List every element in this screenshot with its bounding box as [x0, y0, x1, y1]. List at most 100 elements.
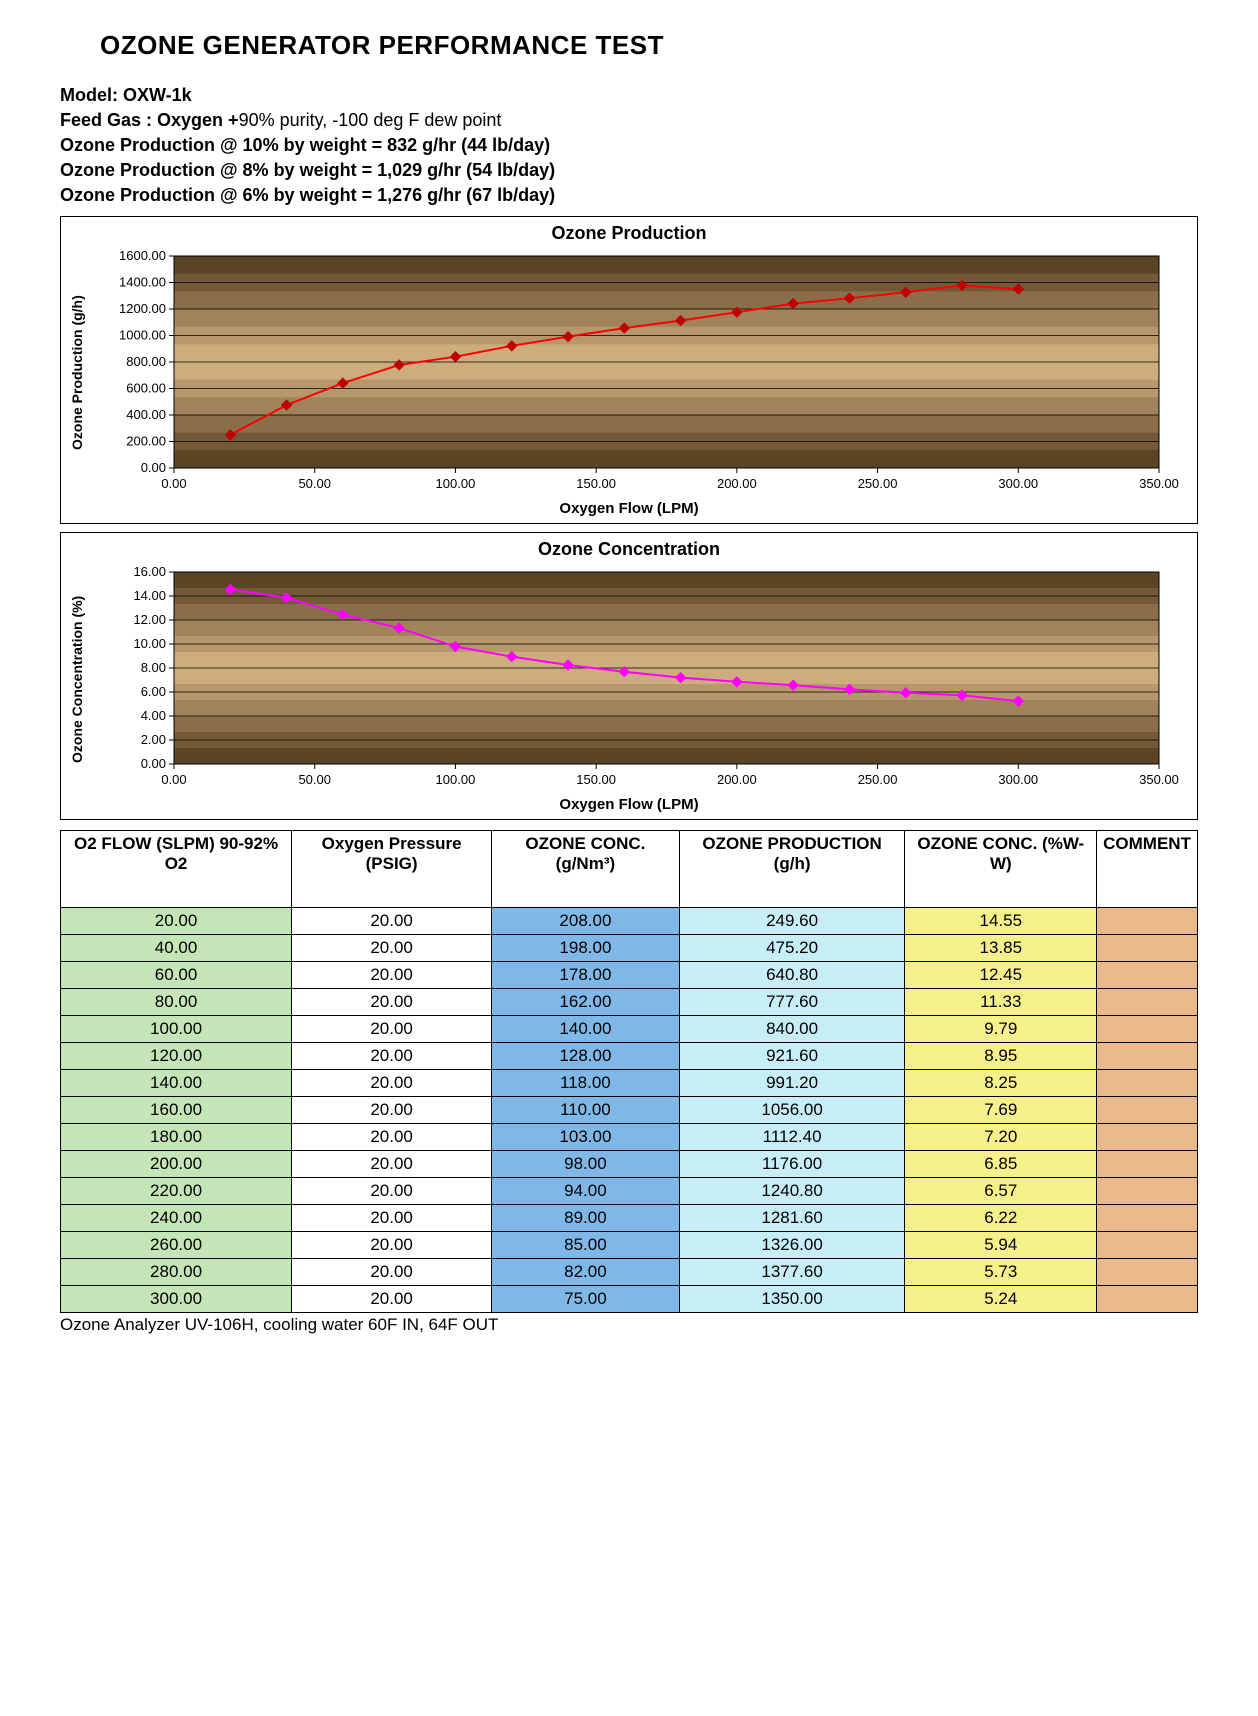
- table-cell: 991.20: [679, 1070, 905, 1097]
- table-cell: [1097, 1205, 1198, 1232]
- svg-text:300.00: 300.00: [998, 476, 1038, 491]
- svg-text:1000.00: 1000.00: [119, 328, 166, 343]
- table-cell: 9.79: [905, 1016, 1097, 1043]
- table-cell: 249.60: [679, 908, 905, 935]
- svg-text:6.00: 6.00: [141, 684, 166, 699]
- svg-text:200.00: 200.00: [126, 434, 166, 449]
- table-cell: 20.00: [292, 1205, 492, 1232]
- table-cell: [1097, 1043, 1198, 1070]
- table-cell: 80.00: [61, 989, 292, 1016]
- table-cell: 98.00: [492, 1151, 680, 1178]
- table-cell: 198.00: [492, 935, 680, 962]
- table-cell: [1097, 1178, 1198, 1205]
- page-title: OZONE GENERATOR PERFORMANCE TEST: [100, 30, 1198, 61]
- table-cell: 300.00: [61, 1286, 292, 1313]
- svg-text:4.00: 4.00: [141, 708, 166, 723]
- table-cell: 100.00: [61, 1016, 292, 1043]
- table-header: OZONE CONC. (g/Nm³): [492, 831, 680, 908]
- table-header: OZONE CONC. (%W-W): [905, 831, 1097, 908]
- table-row: 260.0020.0085.001326.005.94: [61, 1232, 1198, 1259]
- table-cell: [1097, 1016, 1198, 1043]
- table-cell: 208.00: [492, 908, 680, 935]
- table-cell: 777.60: [679, 989, 905, 1016]
- table-cell: 7.20: [905, 1124, 1097, 1151]
- table-cell: [1097, 935, 1198, 962]
- table-cell: 40.00: [61, 935, 292, 962]
- table-cell: 220.00: [61, 1178, 292, 1205]
- table-cell: 60.00: [61, 962, 292, 989]
- table-cell: 5.73: [905, 1259, 1097, 1286]
- table-cell: 20.00: [292, 1124, 492, 1151]
- table-cell: 94.00: [492, 1178, 680, 1205]
- table-row: 280.0020.0082.001377.605.73: [61, 1259, 1198, 1286]
- table-cell: 20.00: [292, 1016, 492, 1043]
- table-cell: [1097, 1124, 1198, 1151]
- table-cell: 1350.00: [679, 1286, 905, 1313]
- table-cell: [1097, 989, 1198, 1016]
- table-cell: 178.00: [492, 962, 680, 989]
- table-cell: 20.00: [292, 1151, 492, 1178]
- feed-value: 90% purity, -100 deg F dew point: [239, 110, 502, 130]
- svg-text:10.00: 10.00: [133, 636, 166, 651]
- table-cell: 120.00: [61, 1043, 292, 1070]
- svg-text:150.00: 150.00: [576, 772, 616, 787]
- table-cell: 20.00: [292, 1286, 492, 1313]
- table-cell: 118.00: [492, 1070, 680, 1097]
- table-row: 80.0020.00162.00777.6011.33: [61, 989, 1198, 1016]
- table-cell: 6.22: [905, 1205, 1097, 1232]
- svg-text:300.00: 300.00: [998, 772, 1038, 787]
- table-cell: 1240.80: [679, 1178, 905, 1205]
- svg-text:1200.00: 1200.00: [119, 301, 166, 316]
- svg-text:150.00: 150.00: [576, 476, 616, 491]
- table-cell: 1056.00: [679, 1097, 905, 1124]
- table-cell: 8.95: [905, 1043, 1097, 1070]
- table-cell: 1176.00: [679, 1151, 905, 1178]
- svg-text:2.00: 2.00: [141, 732, 166, 747]
- table-cell: 280.00: [61, 1259, 292, 1286]
- table-cell: 20.00: [292, 935, 492, 962]
- chart-ozone-concentration: Ozone Concentration Ozone Concentration …: [60, 532, 1198, 820]
- table-cell: 128.00: [492, 1043, 680, 1070]
- table-row: 160.0020.00110.001056.007.69: [61, 1097, 1198, 1124]
- table-row: 140.0020.00118.00991.208.25: [61, 1070, 1198, 1097]
- svg-text:0.00: 0.00: [141, 756, 166, 771]
- svg-text:400.00: 400.00: [126, 407, 166, 422]
- svg-text:0.00: 0.00: [161, 476, 186, 491]
- chart2-title: Ozone Concentration: [67, 539, 1191, 560]
- table-cell: 140.00: [61, 1070, 292, 1097]
- table-cell: 75.00: [492, 1286, 680, 1313]
- svg-text:8.00: 8.00: [141, 660, 166, 675]
- table-cell: 20.00: [292, 1178, 492, 1205]
- chart1-y-label: Ozone Production (g/h): [67, 248, 87, 498]
- chart1-title: Ozone Production: [67, 223, 1191, 244]
- table-cell: [1097, 1151, 1198, 1178]
- table-cell: 1281.60: [679, 1205, 905, 1232]
- table-cell: 840.00: [679, 1016, 905, 1043]
- feed-label: Feed Gas : Oxygen +: [60, 110, 239, 130]
- table-cell: 110.00: [492, 1097, 680, 1124]
- table-cell: 20.00: [292, 989, 492, 1016]
- chart2-svg: 0.002.004.006.008.0010.0012.0014.0016.00…: [87, 564, 1191, 794]
- table-cell: 240.00: [61, 1205, 292, 1232]
- svg-text:200.00: 200.00: [717, 772, 757, 787]
- table-cell: 6.57: [905, 1178, 1097, 1205]
- svg-text:50.00: 50.00: [298, 772, 331, 787]
- table-cell: 20.00: [61, 908, 292, 935]
- table-cell: 200.00: [61, 1151, 292, 1178]
- table-cell: [1097, 962, 1198, 989]
- table-cell: 160.00: [61, 1097, 292, 1124]
- table-cell: [1097, 908, 1198, 935]
- table-cell: [1097, 1232, 1198, 1259]
- model-line: Model: OXW-1k: [60, 85, 1198, 106]
- table-cell: 5.94: [905, 1232, 1097, 1259]
- svg-text:100.00: 100.00: [436, 772, 476, 787]
- svg-text:200.00: 200.00: [717, 476, 757, 491]
- table-cell: 1112.40: [679, 1124, 905, 1151]
- table-cell: 260.00: [61, 1232, 292, 1259]
- table-row: 120.0020.00128.00921.608.95: [61, 1043, 1198, 1070]
- svg-text:800.00: 800.00: [126, 354, 166, 369]
- table-row: 240.0020.0089.001281.606.22: [61, 1205, 1198, 1232]
- table-row: 220.0020.0094.001240.806.57: [61, 1178, 1198, 1205]
- table-row: 20.0020.00208.00249.6014.55: [61, 908, 1198, 935]
- feed-line: Feed Gas : Oxygen +90% purity, -100 deg …: [60, 110, 1198, 131]
